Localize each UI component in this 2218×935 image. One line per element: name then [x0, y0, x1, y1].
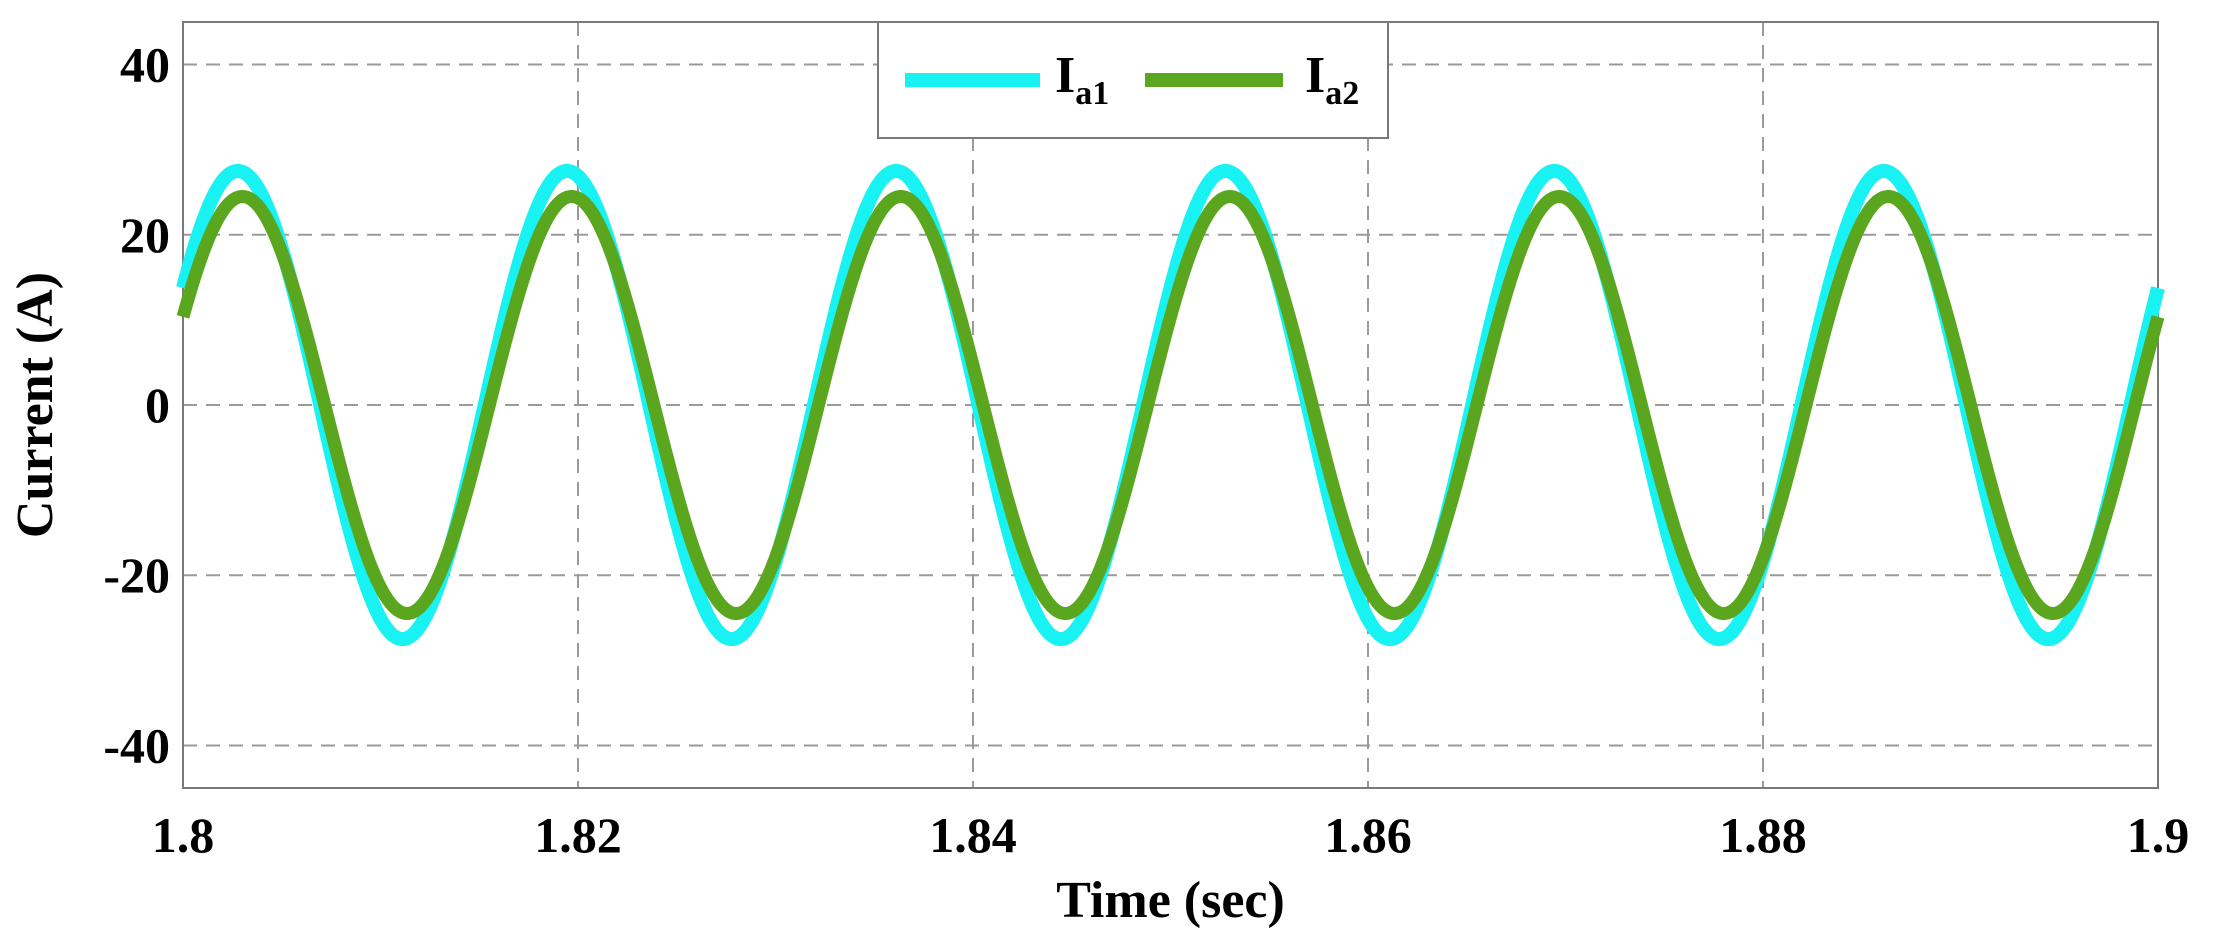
legend: Ia1 Ia2 — [877, 21, 1389, 139]
y-tick-label: 0 — [145, 377, 170, 433]
x-tick-label: 1.88 — [1719, 807, 1807, 863]
y-axis-title: Current (A) — [7, 272, 64, 538]
y-tick-label: 40 — [120, 37, 170, 93]
x-tick-label: 1.8 — [152, 807, 215, 863]
grid — [183, 22, 2158, 788]
series-layer — [176, 163, 2165, 647]
y-tick-label: -20 — [103, 547, 170, 603]
series-line-Ia1 — [176, 163, 2165, 647]
x-tick-label: 1.86 — [1324, 807, 1412, 863]
x-tick-label: 1.9 — [2127, 807, 2190, 863]
legend-label-Ia2: Ia2 — [1305, 47, 1359, 112]
legend-label-Ia1: Ia1 — [1055, 47, 1109, 112]
series-line-Ia2 — [176, 189, 2165, 621]
x-axis-title: Time (sec) — [1056, 872, 1285, 929]
legend-box — [877, 21, 1389, 139]
y-tick-label: -40 — [103, 717, 170, 773]
x-tick-label: 1.82 — [534, 807, 622, 863]
x-tick-label: 1.84 — [929, 807, 1017, 863]
ticks: 1.8 1.82 1.84 1.86 1.88 1.9 40 20 0 -20 -40 — [103, 37, 2189, 863]
y-tick-label: 20 — [120, 207, 170, 263]
